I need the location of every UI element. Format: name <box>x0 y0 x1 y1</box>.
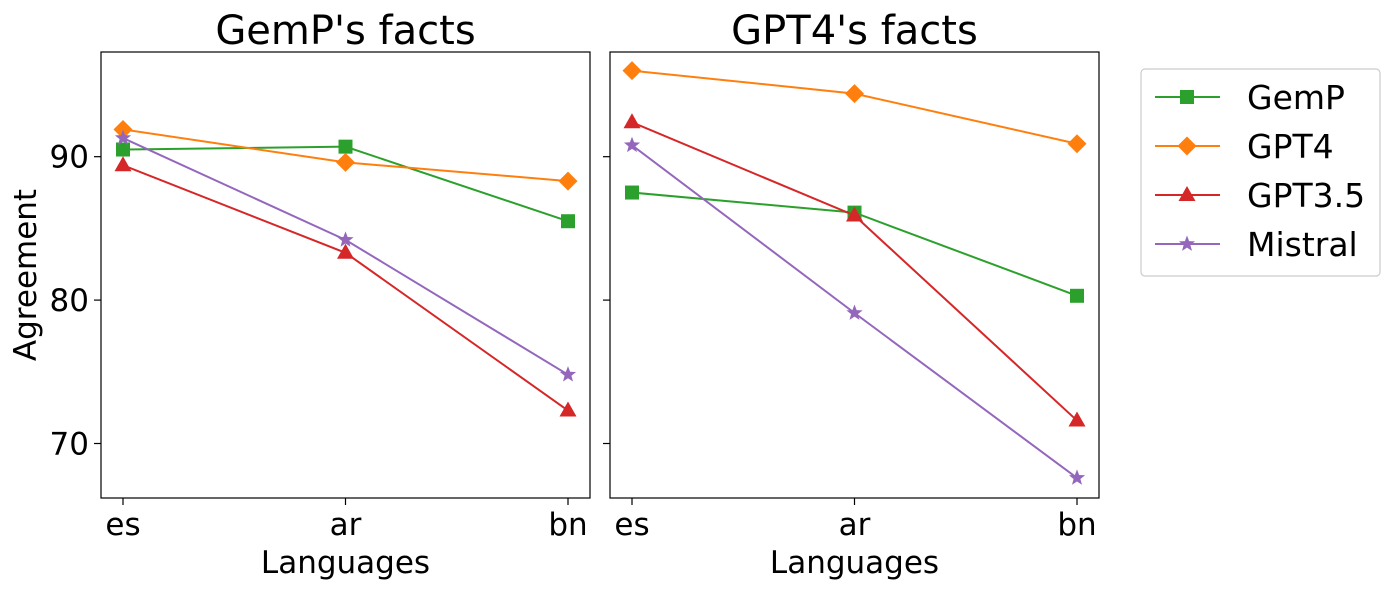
legend-label: GPT3.5 <box>1247 176 1365 215</box>
series-gemp <box>625 185 1084 303</box>
legend-marker <box>1178 235 1196 251</box>
data-point-gpt4 <box>1067 134 1087 154</box>
x-tick-label: es <box>105 507 140 543</box>
data-point-gpt4 <box>558 171 578 191</box>
x-tick-label: es <box>614 507 649 543</box>
series-mistral <box>623 136 1086 485</box>
x-axis-label: Languages <box>770 545 939 581</box>
data-point-gpt3-5 <box>846 206 863 222</box>
legend-label: Mistral <box>1247 225 1358 264</box>
data-point-gpt3-5 <box>559 401 577 417</box>
data-point-gpt4 <box>113 119 133 139</box>
data-point-gemp <box>338 139 353 154</box>
data-point-gemp <box>561 214 575 229</box>
legend-item-gpt3-5: GPT3.5 <box>1155 176 1365 215</box>
legend-marker <box>1178 186 1196 201</box>
series-line-gpt4 <box>631 69 1078 145</box>
data-point-mistral <box>114 129 132 145</box>
x-axis-label: Languages <box>261 545 430 581</box>
chart-panel-1: GemP's facts es ar bn 70 80 90 Languages Agreeme… <box>8 8 591 581</box>
legend-marker <box>1177 136 1197 156</box>
series-gpt3-5 <box>623 113 1086 427</box>
data-point-mistral <box>337 231 354 247</box>
series-mistral <box>114 129 577 382</box>
legend: GemP GPT4 GPT3.5 Mistral <box>1140 68 1381 277</box>
x-tick-label: ar <box>330 507 362 543</box>
x-tick-label: ar <box>839 507 871 543</box>
data-point-gpt3-5 <box>623 113 641 129</box>
series-gpt4 <box>113 119 578 191</box>
series-gpt4 <box>622 61 1087 154</box>
legend-label: GPT4 <box>1247 127 1334 166</box>
data-point-gpt4 <box>336 152 355 172</box>
data-point-gpt3-5 <box>1068 411 1086 427</box>
legend-box <box>1140 68 1381 277</box>
plot-frame <box>609 51 1100 499</box>
data-point-mistral <box>846 304 863 320</box>
chart-title: GPT4's facts <box>731 8 978 54</box>
chart-panel-2: GPT4's facts es ar bn Languages <box>603 8 1100 581</box>
series-gemp <box>116 139 575 229</box>
chart-title: GemP's facts <box>215 8 475 54</box>
y-axis-label: Agreement <box>8 189 44 361</box>
y-tick-label: 80 <box>50 283 89 319</box>
legend-marker <box>1180 90 1194 104</box>
legend-item-gemp: GemP <box>1155 78 1345 117</box>
data-point-gemp <box>116 142 130 157</box>
data-point-mistral <box>559 366 577 382</box>
y-tick-label: 90 <box>50 140 89 176</box>
y-tick-label: 70 <box>50 427 89 463</box>
x-tick-label: bn <box>548 507 587 543</box>
plot-frame <box>100 51 591 499</box>
series-gpt3-5 <box>114 156 577 417</box>
data-point-mistral <box>623 136 641 153</box>
x-tick-label: bn <box>1057 507 1096 543</box>
series-line-gpt3-5 <box>122 164 569 412</box>
data-point-gpt4 <box>622 61 642 81</box>
legend-label: GemP <box>1247 78 1345 117</box>
legend-item-gpt4: GPT4 <box>1155 127 1334 166</box>
data-point-gemp <box>625 185 639 200</box>
data-point-mistral <box>1068 469 1086 485</box>
data-point-gpt3-5 <box>337 243 354 259</box>
data-point-gemp <box>1070 288 1084 303</box>
legend-item-mistral: Mistral <box>1155 225 1358 264</box>
data-point-gpt3-5 <box>114 156 132 172</box>
data-point-gpt4 <box>845 84 864 104</box>
